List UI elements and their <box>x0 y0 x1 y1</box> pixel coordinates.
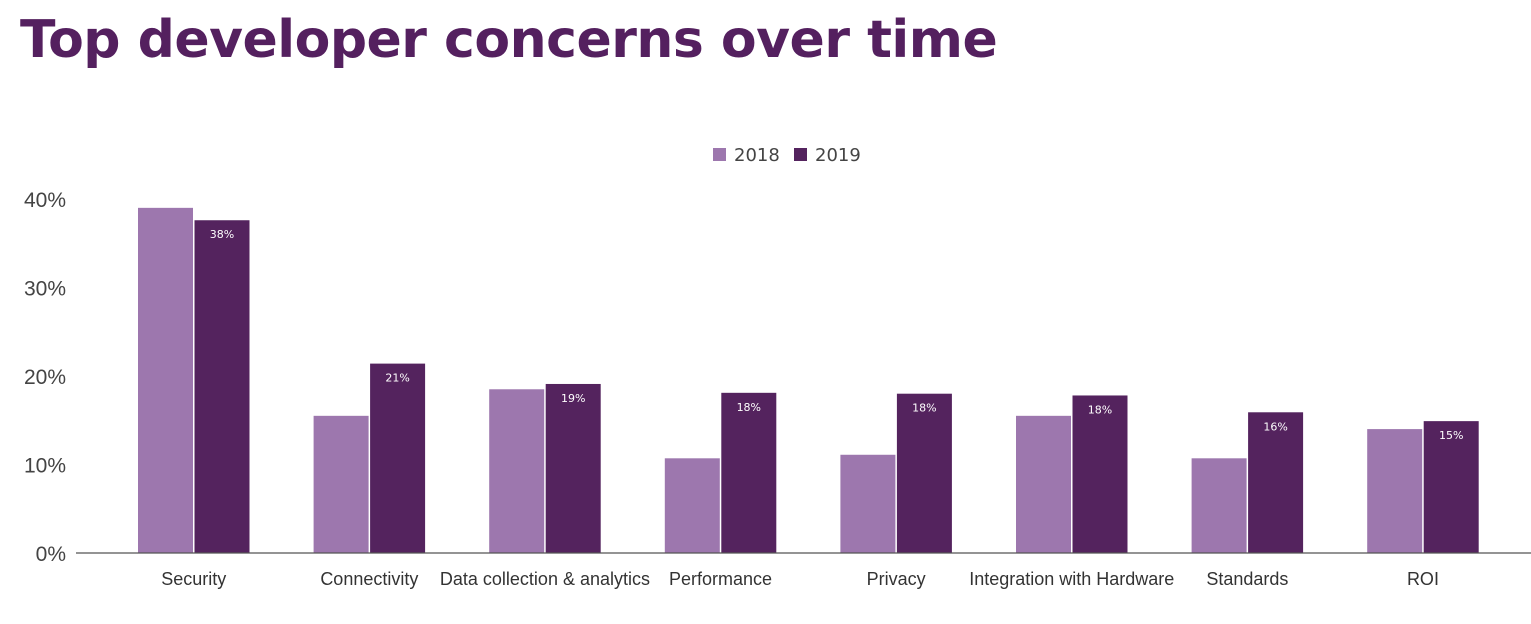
data-label: 18% <box>737 401 761 414</box>
x-tick-label: Integration with Hardware <box>969 569 1174 589</box>
data-labels: 38% 21% 19% 18% 18% 18% 16% 15% <box>210 228 1464 442</box>
bar-2019-2 <box>545 383 601 553</box>
x-tick-label: Security <box>161 569 226 589</box>
y-tick-label: 0% <box>36 543 66 566</box>
legend-label: 2019 <box>815 145 861 166</box>
data-label: 21% <box>385 372 409 385</box>
bar-2018-7 <box>1367 429 1423 553</box>
bar-2019-3 <box>721 392 777 553</box>
x-tick-label: Privacy <box>867 569 926 589</box>
x-tick-label: Connectivity <box>320 569 418 589</box>
x-tick-label: ROI <box>1407 569 1439 589</box>
data-label: 16% <box>1263 420 1287 433</box>
bar-2019-0 <box>194 220 250 554</box>
data-label: 15% <box>1439 429 1463 442</box>
legend: 2018 2019 <box>713 145 861 166</box>
bar-2019-1 <box>370 363 426 553</box>
legend-swatch <box>794 148 807 161</box>
bar-2019-5 <box>1072 395 1128 553</box>
data-label: 19% <box>561 392 585 405</box>
x-axis: Security Connectivity Data collection & an… <box>76 552 1531 589</box>
y-tick-label: 10% <box>24 455 66 478</box>
data-label: 18% <box>912 402 936 415</box>
legend-item-2019: 2019 <box>794 145 861 166</box>
bar-2019-6 <box>1248 412 1304 553</box>
legend-item-2018: 2018 <box>713 145 780 166</box>
bar-2018-2 <box>489 389 545 553</box>
bar-2018-6 <box>1191 458 1247 553</box>
y-tick-label: 20% <box>24 366 66 389</box>
bars <box>138 207 1479 554</box>
legend-swatch <box>713 148 726 161</box>
bar-2019-4 <box>896 393 952 553</box>
y-axis: 0% 10% 20% 30% 40% <box>24 189 66 566</box>
data-label: 18% <box>1088 403 1112 416</box>
bar-2018-1 <box>313 415 369 553</box>
bar-2018-5 <box>1016 415 1071 553</box>
legend-label: 2018 <box>734 145 780 166</box>
x-tick-label: Data collection & analytics <box>440 569 650 589</box>
bar-2018-3 <box>664 458 720 553</box>
bar-2018-4 <box>840 454 896 553</box>
chart-title: Top developer concerns over time <box>20 10 998 70</box>
y-tick-label: 40% <box>24 189 66 212</box>
bar-2018-0 <box>138 207 193 553</box>
x-tick-label: Performance <box>669 569 772 589</box>
x-tick-label: Standards <box>1206 569 1288 589</box>
y-tick-label: 30% <box>24 278 66 301</box>
data-label: 38% <box>210 228 234 241</box>
bar-2019-7 <box>1423 421 1479 553</box>
